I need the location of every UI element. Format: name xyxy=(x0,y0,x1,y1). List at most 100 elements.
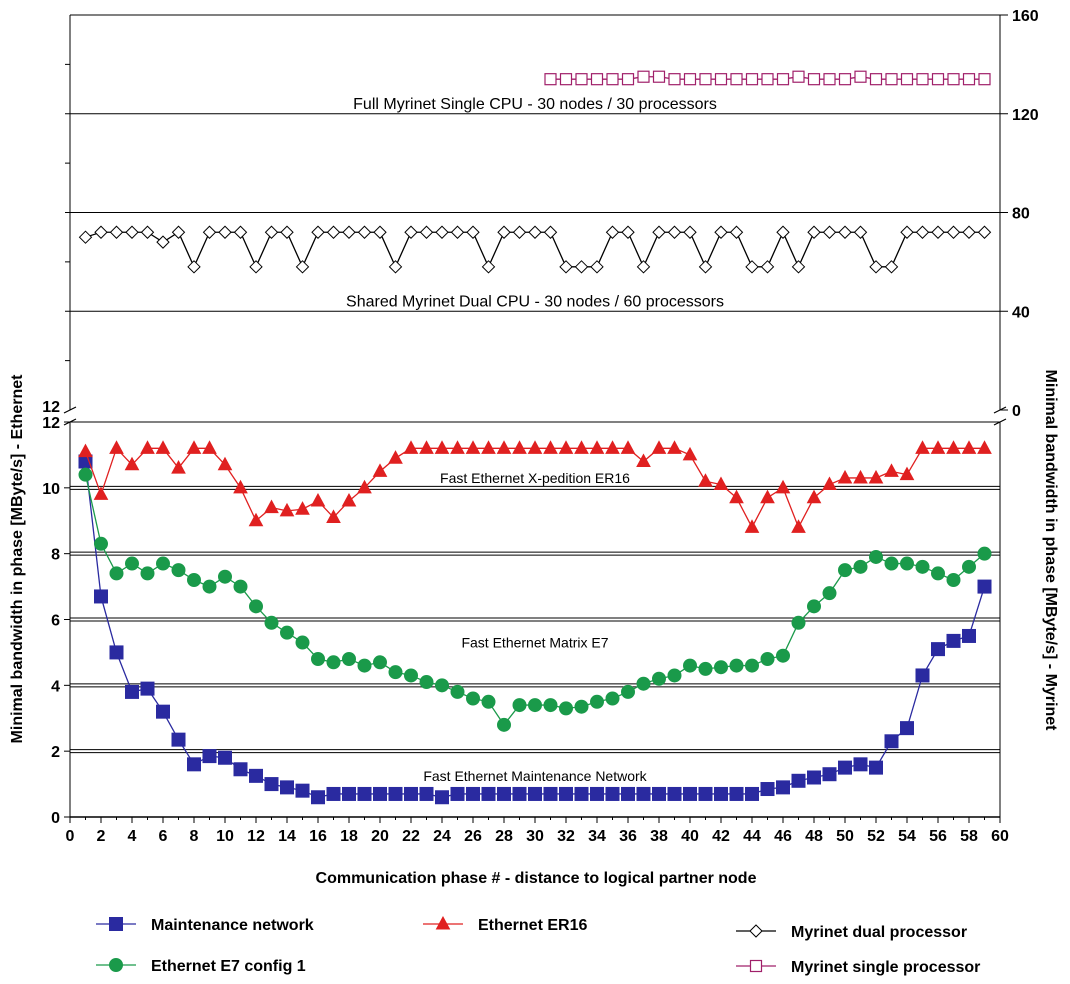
data-point-myrinet-dual-processor xyxy=(342,225,356,239)
data-point-ethernet-e7-config-1 xyxy=(388,665,403,680)
data-point-ethernet-er16 xyxy=(109,440,124,454)
data-point-ethernet-e7-config-1 xyxy=(249,599,263,614)
data-point-myrinet-dual-processor xyxy=(388,260,403,274)
x-tick-label: 48 xyxy=(805,828,823,845)
data-point-ethernet-e7-config-1 xyxy=(311,652,325,666)
data-point-ethernet-e7-config-1 xyxy=(714,660,728,675)
data-point-ethernet-e7-config-1 xyxy=(543,698,558,713)
data-point-ethernet-er16 xyxy=(124,456,140,471)
data-point-myrinet-dual-processor xyxy=(528,225,542,239)
legend-marker-ethernet-er16 xyxy=(435,915,451,930)
x-tick-label: 42 xyxy=(712,828,730,845)
data-point-myrinet-dual-processor xyxy=(776,225,790,239)
data-point-maintenance-network xyxy=(962,628,976,643)
data-point-ethernet-er16 xyxy=(713,476,729,491)
data-point-myrinet-dual-processor xyxy=(140,225,155,239)
data-point-ethernet-e7-config-1 xyxy=(78,467,93,482)
lower-left-tick-label: 8 xyxy=(51,547,60,564)
data-point-myrinet-single-processor xyxy=(714,73,728,86)
data-point-ethernet-er16 xyxy=(341,492,357,507)
data-point-maintenance-network xyxy=(915,668,930,683)
data-point-ethernet-e7-config-1 xyxy=(528,698,542,713)
data-point-myrinet-dual-processor xyxy=(171,225,186,239)
lower-left-tick-label: 10 xyxy=(42,481,60,498)
x-tick-label: 22 xyxy=(402,828,420,845)
data-point-maintenance-network xyxy=(373,786,387,801)
data-point-ethernet-er16 xyxy=(450,440,465,454)
data-point-maintenance-network xyxy=(388,786,403,801)
data-point-myrinet-dual-processor xyxy=(745,260,759,274)
data-point-ethernet-er16 xyxy=(543,440,558,454)
data-point-myrinet-single-processor xyxy=(962,73,976,86)
data-point-maintenance-network xyxy=(683,786,697,801)
data-point-ethernet-e7-config-1 xyxy=(218,569,232,584)
data-point-myrinet-dual-processor xyxy=(714,225,728,239)
data-point-myrinet-dual-processor xyxy=(280,225,294,239)
x-tick-label: 14 xyxy=(278,828,296,845)
axis-break-left xyxy=(63,406,77,414)
x-tick-label: 16 xyxy=(309,828,327,845)
data-point-myrinet-dual-processor xyxy=(962,225,976,239)
data-point-ethernet-e7-config-1 xyxy=(295,635,310,650)
data-point-ethernet-er16 xyxy=(372,463,388,477)
data-point-myrinet-dual-processor xyxy=(481,260,496,274)
data-point-maintenance-network xyxy=(326,786,341,801)
x-tick-label: 8 xyxy=(190,828,199,845)
legend-marker-maintenance-network xyxy=(109,917,123,931)
data-point-ethernet-er16 xyxy=(140,440,155,454)
data-point-ethernet-e7-config-1 xyxy=(621,684,635,699)
data-point-myrinet-single-processor xyxy=(730,73,743,86)
data-point-ethernet-er16 xyxy=(248,512,264,527)
upper-right-tick-label: 160 xyxy=(1012,8,1039,25)
data-point-myrinet-single-processor xyxy=(854,70,867,83)
data-point-myrinet-single-processor xyxy=(900,73,914,86)
data-point-ethernet-e7-config-1 xyxy=(745,658,759,673)
data-point-myrinet-single-processor xyxy=(978,73,991,86)
data-point-myrinet-single-processor xyxy=(590,73,604,86)
x-tick-label: 32 xyxy=(557,828,575,845)
data-point-ethernet-er16 xyxy=(806,489,822,504)
data-point-myrinet-dual-processor xyxy=(357,225,372,239)
data-point-myrinet-dual-processor xyxy=(574,260,589,274)
data-point-myrinet-dual-processor xyxy=(497,225,511,239)
data-point-myrinet-dual-processor xyxy=(559,260,573,274)
x-tick-label: 28 xyxy=(495,828,513,845)
data-point-ethernet-e7-config-1 xyxy=(636,676,651,691)
data-point-myrinet-dual-processor xyxy=(605,225,620,239)
data-point-myrinet-single-processor xyxy=(559,73,573,86)
data-point-myrinet-dual-processor xyxy=(667,225,682,239)
data-point-ethernet-e7-config-1 xyxy=(698,661,713,676)
data-point-ethernet-er16 xyxy=(558,440,574,454)
data-point-ethernet-e7-config-1 xyxy=(853,559,868,574)
data-point-ethernet-e7-config-1 xyxy=(156,556,170,571)
data-point-maintenance-network xyxy=(977,579,992,594)
x-tick-label: 36 xyxy=(619,828,637,845)
data-point-maintenance-network xyxy=(853,757,868,772)
data-point-ethernet-e7-config-1 xyxy=(977,546,992,561)
axis-break-right xyxy=(993,418,1007,426)
data-point-maintenance-network xyxy=(419,786,434,801)
data-point-myrinet-single-processor xyxy=(637,70,650,83)
data-point-myrinet-single-processor xyxy=(807,73,821,86)
data-point-ethernet-e7-config-1 xyxy=(559,701,573,716)
data-point-myrinet-single-processor xyxy=(947,73,960,86)
data-point-myrinet-single-processor xyxy=(683,73,697,86)
data-point-maintenance-network xyxy=(497,786,511,801)
data-point-myrinet-dual-processor xyxy=(326,225,341,239)
data-point-ethernet-e7-config-1 xyxy=(280,625,294,640)
data-point-maintenance-network xyxy=(931,642,945,657)
data-point-myrinet-dual-processor xyxy=(109,225,124,239)
legend-label: Myrinet dual processor xyxy=(791,924,967,941)
data-point-myrinet-dual-processor xyxy=(636,260,651,274)
data-point-myrinet-dual-processor xyxy=(946,225,961,239)
data-point-myrinet-dual-processor xyxy=(791,260,806,274)
data-point-maintenance-network xyxy=(543,786,558,801)
data-point-maintenance-network xyxy=(605,786,620,801)
data-point-ethernet-er16 xyxy=(837,469,853,484)
lower-left-tick-label: 0 xyxy=(51,810,60,827)
data-point-ethernet-er16 xyxy=(636,453,651,467)
data-point-ethernet-er16 xyxy=(481,440,496,454)
x-tick-label: 38 xyxy=(650,828,668,845)
data-point-myrinet-dual-processor xyxy=(838,225,852,239)
data-point-ethernet-er16 xyxy=(186,440,202,454)
